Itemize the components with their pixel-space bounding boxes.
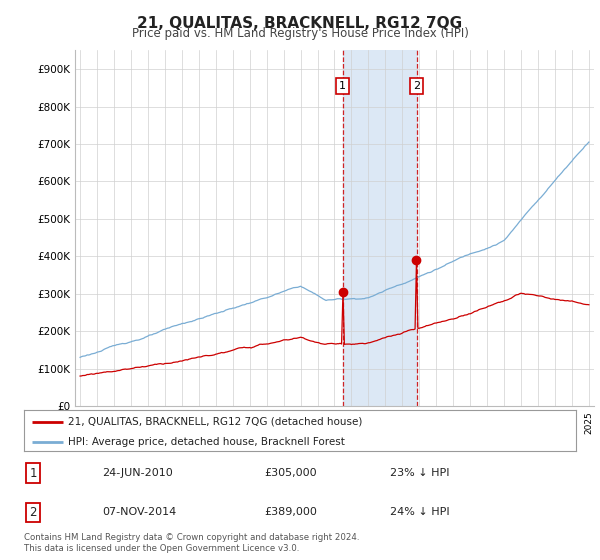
Text: Price paid vs. HM Land Registry's House Price Index (HPI): Price paid vs. HM Land Registry's House … <box>131 27 469 40</box>
Text: 07-NOV-2014: 07-NOV-2014 <box>102 507 176 517</box>
Bar <box>343 50 417 406</box>
Text: 1: 1 <box>339 81 346 91</box>
Text: 1: 1 <box>29 466 37 480</box>
Text: £389,000: £389,000 <box>264 507 317 517</box>
Text: Contains HM Land Registry data © Crown copyright and database right 2024.
This d: Contains HM Land Registry data © Crown c… <box>24 533 359 553</box>
Text: 24-JUN-2010: 24-JUN-2010 <box>102 468 173 478</box>
Text: £305,000: £305,000 <box>264 468 317 478</box>
Text: 2: 2 <box>29 506 37 519</box>
Text: 23% ↓ HPI: 23% ↓ HPI <box>390 468 449 478</box>
Text: 21, QUALITAS, BRACKNELL, RG12 7QG (detached house): 21, QUALITAS, BRACKNELL, RG12 7QG (detac… <box>68 417 362 427</box>
Text: HPI: Average price, detached house, Bracknell Forest: HPI: Average price, detached house, Brac… <box>68 437 345 447</box>
Text: 2: 2 <box>413 81 421 91</box>
Text: 21, QUALITAS, BRACKNELL, RG12 7QG: 21, QUALITAS, BRACKNELL, RG12 7QG <box>137 16 463 31</box>
Text: 24% ↓ HPI: 24% ↓ HPI <box>390 507 449 517</box>
